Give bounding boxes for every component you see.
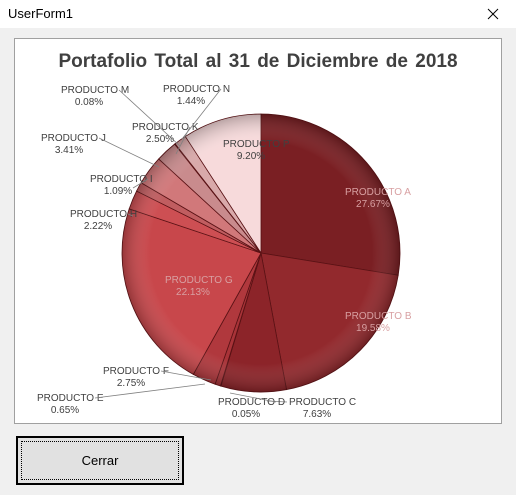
leader-line bbox=[127, 213, 134, 217]
close-icon bbox=[487, 8, 499, 20]
title-bar: UserForm1 bbox=[0, 0, 516, 28]
slice-label-name: PRODUCTO J bbox=[41, 133, 106, 144]
chart-title: Portafolio Total al 31 de Diciembre de 2… bbox=[58, 51, 458, 72]
leader-line bbox=[229, 392, 277, 403]
slice-label-value: 2.50% bbox=[146, 134, 174, 145]
slice-label-name: PRODUCTO C bbox=[289, 397, 356, 408]
slice-label-value: 1.44% bbox=[177, 96, 205, 107]
close-button[interactable] bbox=[470, 0, 516, 28]
slice-label-name: PRODUCTO M bbox=[61, 85, 129, 96]
slice-label-value: 22.13% bbox=[176, 287, 210, 298]
slice-label-name: PRODUCTO I bbox=[90, 174, 153, 185]
slice-label-name: PRODUCTO E bbox=[37, 393, 104, 404]
slice-label-value: 9.20% bbox=[237, 151, 265, 162]
slice-label-name: PRODUCTO D bbox=[218, 397, 285, 408]
slice-label-value: 7.63% bbox=[303, 409, 331, 420]
leader-line bbox=[98, 137, 160, 168]
leader-line bbox=[118, 89, 181, 147]
slice-label-name: PRODUCTO H bbox=[70, 209, 137, 220]
leader-line bbox=[132, 178, 149, 189]
leader-line bbox=[181, 88, 222, 140]
window-title: UserForm1 bbox=[8, 6, 74, 21]
slice-label-value: 0.65% bbox=[51, 405, 79, 416]
pie-chart: PRODUCTO A27.67% PRODUCTO B19.58% PRODUCTO… bbox=[37, 84, 412, 420]
slice-label-name: PRODUCTO F bbox=[103, 366, 169, 377]
slice-label-value: 0.08% bbox=[75, 97, 103, 108]
chart-image: Portafolio Total al 31 de Diciembre de 2… bbox=[14, 38, 502, 424]
slice-label-value: 2.75% bbox=[117, 378, 145, 389]
slice-label-value: 3.41% bbox=[55, 145, 83, 156]
leader-line bbox=[94, 383, 206, 399]
slice-label-value: 1.09% bbox=[104, 186, 132, 197]
slice-label-name: PRODUCTO N bbox=[163, 84, 230, 95]
slice-label-value: 2.22% bbox=[84, 221, 112, 232]
slice-label-name: PRODUCTO P bbox=[223, 139, 290, 150]
slice-label-value: 0.05% bbox=[232, 409, 260, 420]
slice-label-name: PRODUCTO A bbox=[345, 187, 411, 198]
slice-label-value: 27.67% bbox=[356, 199, 390, 210]
leader-line bbox=[160, 370, 212, 381]
close-form-button-label: Cerrar bbox=[81, 453, 119, 468]
slice-label-value: 19.58% bbox=[356, 323, 390, 334]
slice-label-name: PRODUCTO B bbox=[345, 311, 412, 322]
slice-label-name: PRODUCTO K bbox=[132, 122, 199, 133]
slice-label-name: PRODUCTO G bbox=[165, 275, 233, 286]
pie-shading bbox=[122, 114, 400, 392]
close-form-button[interactable]: Cerrar bbox=[16, 436, 184, 485]
